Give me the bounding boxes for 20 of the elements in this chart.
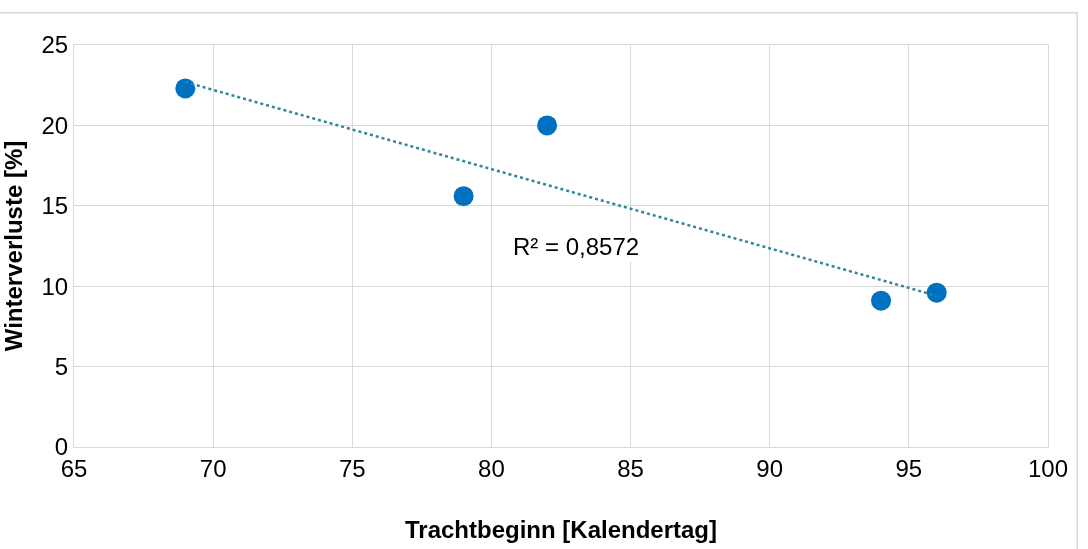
point bbox=[453, 186, 474, 207]
x-tick-label: 85 bbox=[617, 454, 644, 482]
x-tick-label: 70 bbox=[199, 454, 227, 482]
x-tick-label: 75 bbox=[338, 454, 366, 482]
y-tick-label: 5 bbox=[54, 353, 69, 380]
y-tick-label: 15 bbox=[41, 192, 69, 220]
point bbox=[537, 115, 558, 136]
annotation: R² = 0,8572 bbox=[513, 233, 640, 260]
x-tick-label: 80 bbox=[478, 454, 505, 482]
y-tick-label: 25 bbox=[41, 31, 69, 59]
x-tick-label: 95 bbox=[895, 454, 923, 482]
y-tick-label: 20 bbox=[41, 111, 69, 139]
point bbox=[926, 282, 947, 303]
point bbox=[175, 78, 196, 99]
y-axis-title: Winterverluste [%] bbox=[0, 140, 27, 352]
x-tick-label: 90 bbox=[756, 454, 784, 482]
y-tick-label: 10 bbox=[41, 272, 69, 300]
x-tick-label: 100 bbox=[1027, 454, 1069, 482]
x-axis-title: Trachtbeginn [Kalendertag] bbox=[404, 516, 718, 544]
point bbox=[871, 290, 892, 311]
